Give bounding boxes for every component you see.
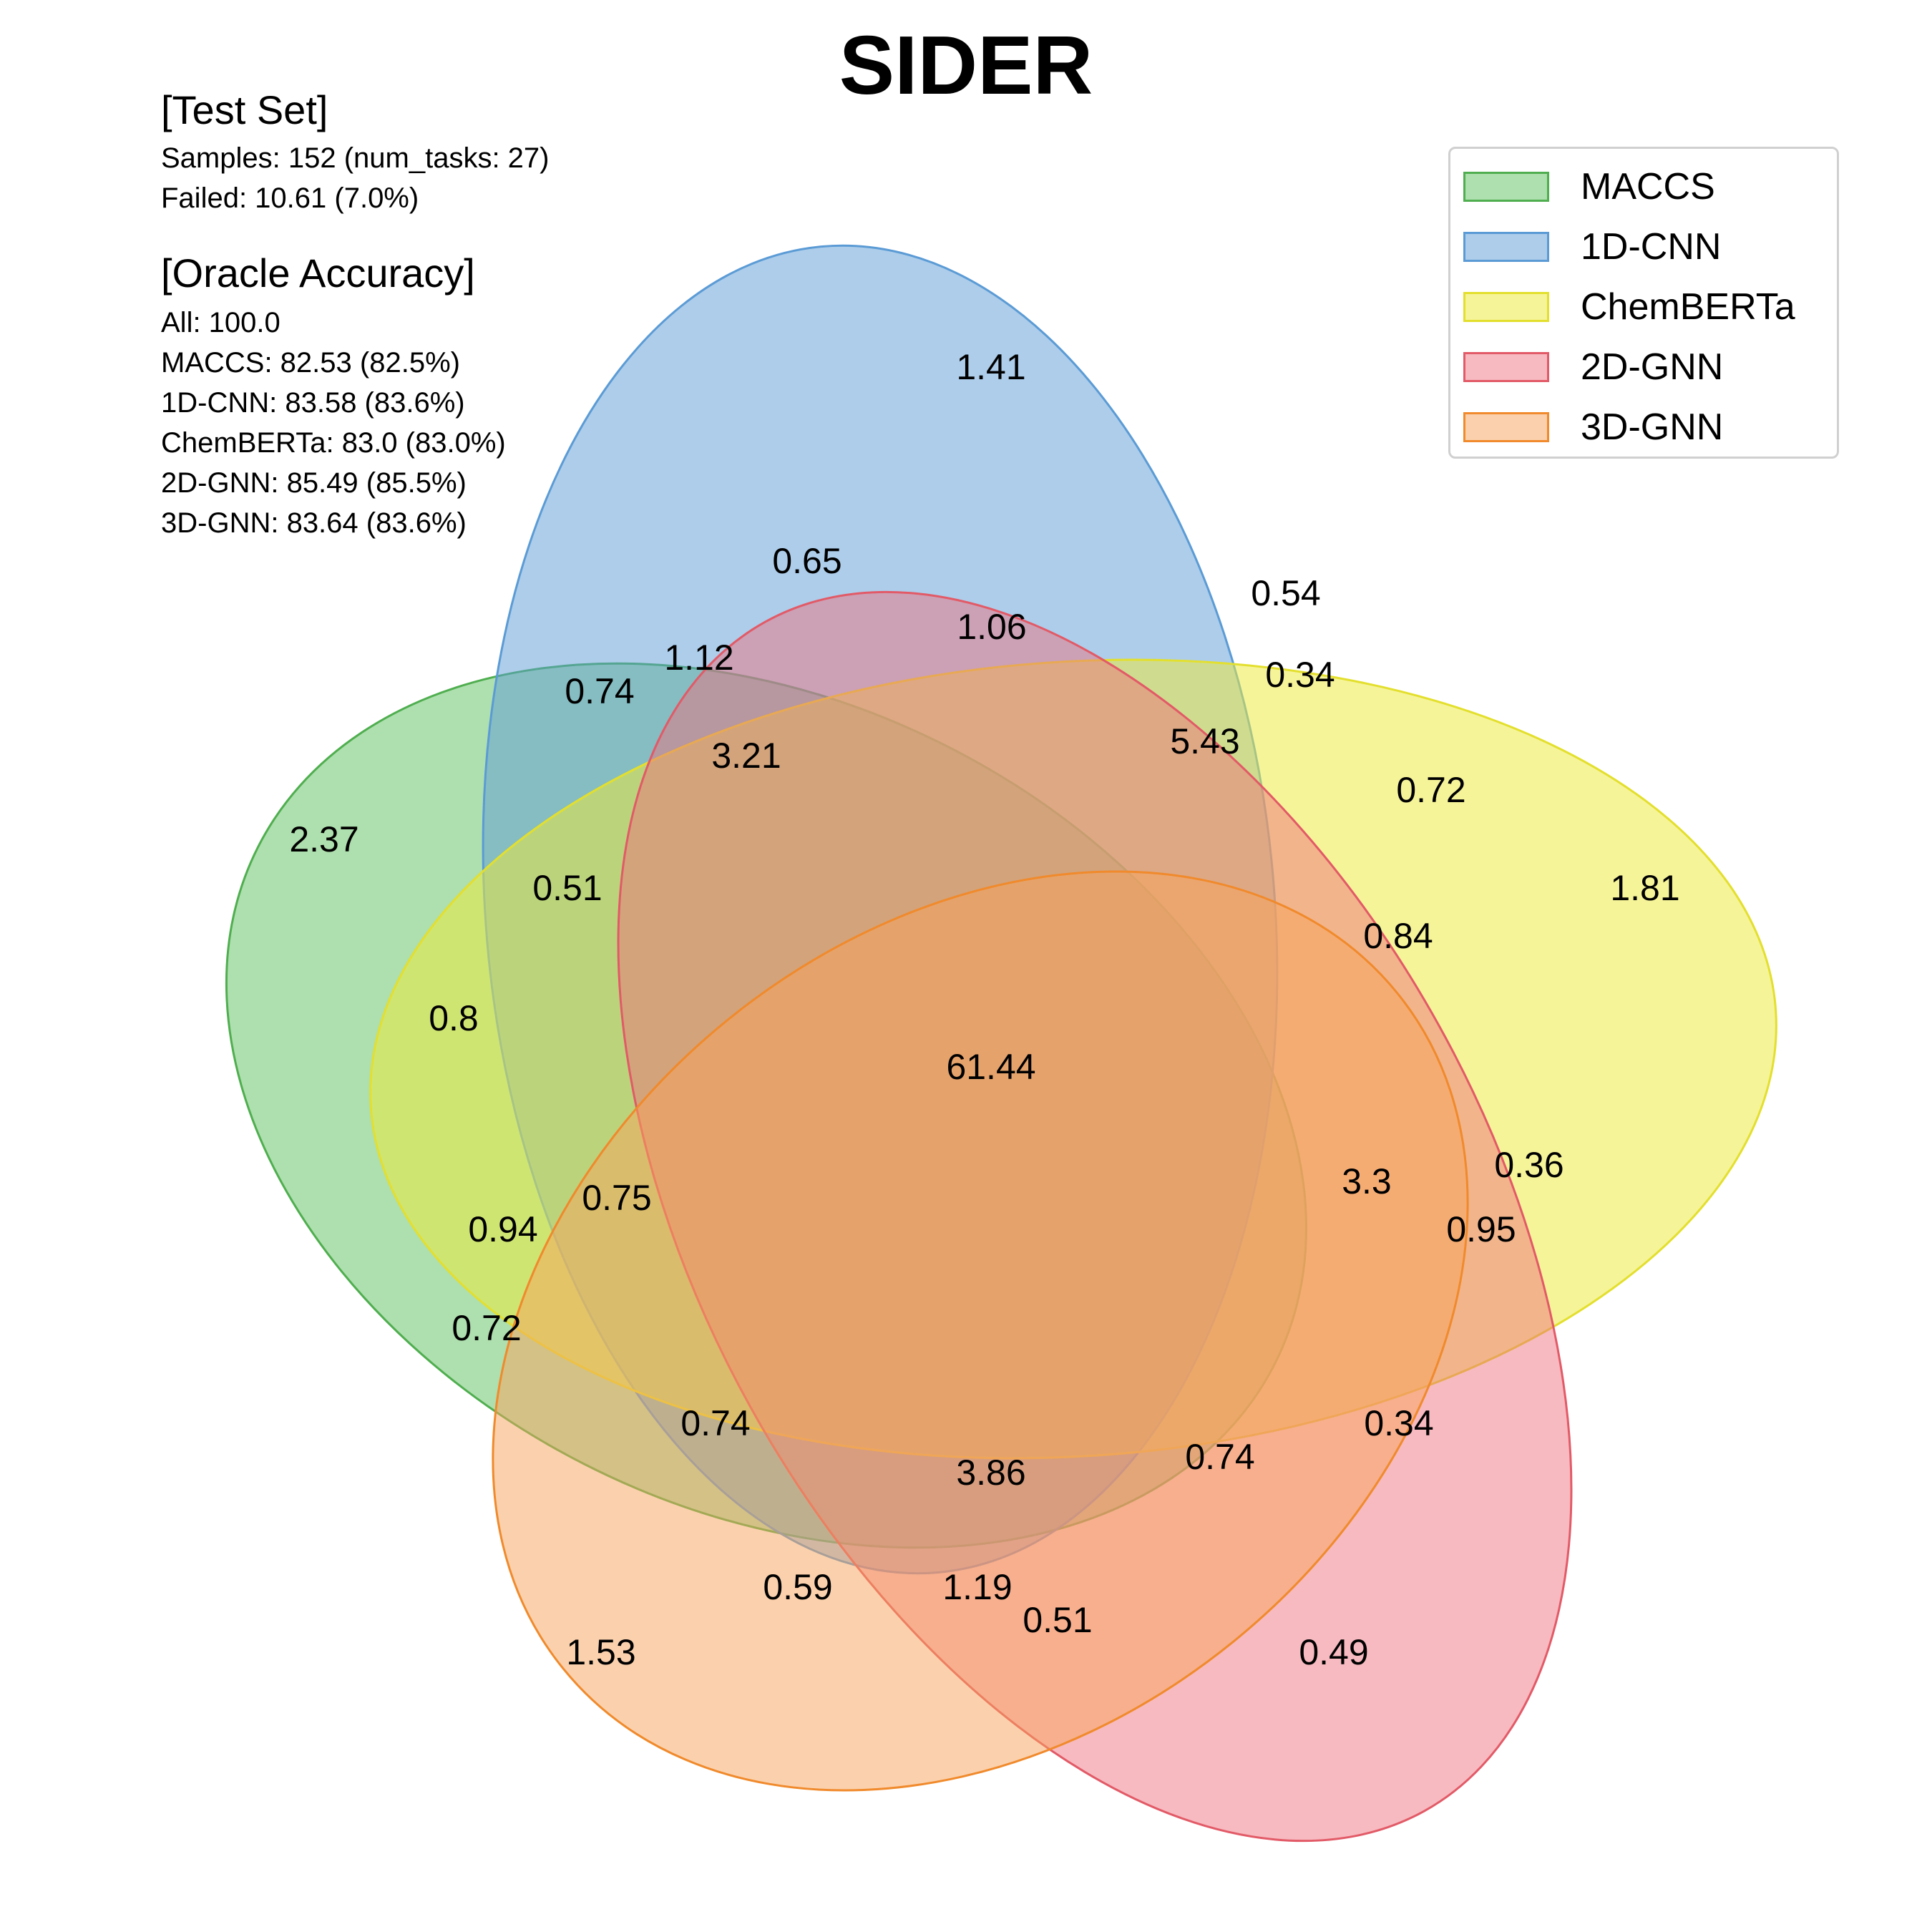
oracle-line-chemberta: ChemBERTa: 83.0 (83.0%) <box>161 427 506 459</box>
region-label: 0.72 <box>452 1308 521 1348</box>
legend-swatch <box>1463 292 1549 322</box>
region-label: 1.06 <box>957 607 1026 647</box>
region-label: 0.36 <box>1494 1145 1563 1185</box>
region-label: 0.49 <box>1299 1632 1368 1672</box>
legend-swatch <box>1463 232 1549 262</box>
region-label: 0.74 <box>680 1403 750 1443</box>
oracle-line-1dcnn: 1D-CNN: 83.58 (83.6%) <box>161 387 465 419</box>
legend-swatch <box>1463 412 1549 442</box>
legend-label: 2D-GNN <box>1581 346 1724 388</box>
oracle-line-all: All: 100.0 <box>161 307 280 338</box>
legend-swatch <box>1463 352 1549 382</box>
region-label: 1.81 <box>1610 868 1679 908</box>
region-label: 0.51 <box>1023 1600 1092 1640</box>
region-label: 0.72 <box>1396 770 1465 810</box>
legend-item-3dgnn: 3D-GNN <box>1463 402 1723 452</box>
set-3dgnn-ellipse <box>492 870 1469 1792</box>
test-set-heading: [Test Set] <box>161 87 328 132</box>
region-label: 0.59 <box>763 1567 832 1607</box>
region-label: 3.3 <box>1342 1161 1392 1201</box>
region-label: 1.41 <box>956 347 1025 387</box>
oracle-line-2dgnn: 2D-GNN: 85.49 (85.5%) <box>161 467 467 499</box>
oracle-line-3dgnn: 3D-GNN: 83.64 (83.6%) <box>161 507 467 539</box>
legend-item-1dcnn: 1D-CNN <box>1463 222 1721 272</box>
region-label: 0.75 <box>582 1178 651 1218</box>
region-label: 3.86 <box>956 1453 1025 1493</box>
region-labels: 1.41 0.65 0.54 1.06 1.12 0.34 0.74 5.43 … <box>289 347 1679 1672</box>
venn-sets <box>225 244 1777 1843</box>
region-label: 0.54 <box>1251 573 1320 613</box>
region-label: 0.94 <box>468 1209 537 1249</box>
legend-label: ChemBERTa <box>1581 286 1795 328</box>
region-label: 1.12 <box>664 638 733 678</box>
region-label: 5.43 <box>1170 721 1239 761</box>
region-label: 0.51 <box>532 868 602 908</box>
test-set-failed: Failed: 10.61 (7.0%) <box>161 182 419 214</box>
region-label: 1.19 <box>942 1567 1012 1607</box>
legend-label: 3D-GNN <box>1581 406 1724 448</box>
chart-title: SIDER <box>839 19 1093 112</box>
legend-item-chemberta: ChemBERTa <box>1463 282 1795 332</box>
legend-item-maccs: MACCS <box>1463 162 1715 212</box>
legend-label: MACCS <box>1581 166 1715 208</box>
legend-label: 1D-CNN <box>1581 226 1722 268</box>
region-label: 0.84 <box>1363 916 1433 956</box>
region-label: 0.74 <box>565 671 634 711</box>
region-label: 3.21 <box>711 736 781 776</box>
oracle-heading: [Oracle Accuracy] <box>161 250 475 296</box>
region-label: 0.34 <box>1265 655 1335 695</box>
region-label: 0.74 <box>1185 1437 1254 1477</box>
region-label: 0.65 <box>772 541 841 581</box>
region-label: 0.95 <box>1446 1209 1516 1249</box>
legend-swatch <box>1463 172 1549 202</box>
legend: MACCS 1D-CNN ChemBERTa 2D-GNN 3D-GNN <box>1448 147 1839 459</box>
region-label: 2.37 <box>289 819 358 859</box>
region-label: 0.34 <box>1364 1403 1433 1443</box>
oracle-line-maccs: MACCS: 82.53 (82.5%) <box>161 347 460 379</box>
legend-item-2dgnn: 2D-GNN <box>1463 342 1723 392</box>
region-label: 0.8 <box>429 998 479 1038</box>
region-label: 1.53 <box>566 1632 635 1672</box>
region-label: 61.44 <box>946 1047 1035 1087</box>
test-set-samples: Samples: 152 (num_tasks: 27) <box>161 142 550 174</box>
